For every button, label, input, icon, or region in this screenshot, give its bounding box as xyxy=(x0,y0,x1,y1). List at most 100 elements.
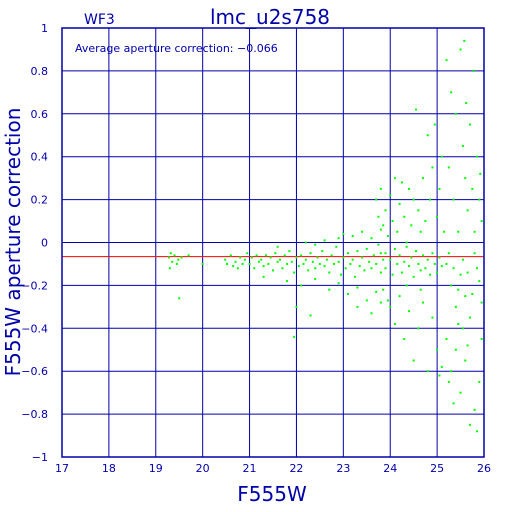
data-point xyxy=(426,134,429,137)
x-tick-label: 20 xyxy=(196,462,210,475)
data-point xyxy=(454,112,457,115)
data-point xyxy=(325,258,328,261)
x-tick-label: 26 xyxy=(477,462,491,475)
data-point xyxy=(447,252,450,255)
data-point xyxy=(426,370,429,373)
data-point xyxy=(438,187,441,190)
data-point xyxy=(276,245,279,248)
data-point xyxy=(243,258,246,261)
data-point xyxy=(471,187,474,190)
data-point xyxy=(393,247,396,250)
data-point xyxy=(241,262,244,265)
data-point xyxy=(463,39,466,42)
data-point xyxy=(250,256,253,259)
data-point xyxy=(314,277,317,280)
data-point xyxy=(246,252,249,255)
data-point xyxy=(480,220,483,223)
data-point xyxy=(429,273,432,276)
data-point xyxy=(167,256,170,259)
data-point xyxy=(370,267,373,270)
data-point xyxy=(419,269,422,272)
data-point xyxy=(452,198,455,201)
data-point xyxy=(361,256,364,259)
data-point xyxy=(429,198,432,201)
data-point xyxy=(475,155,478,158)
data-point xyxy=(391,220,394,223)
y-axis-label: F555W aperture correction xyxy=(1,108,25,377)
data-point xyxy=(473,408,476,411)
data-point xyxy=(436,271,439,274)
data-point xyxy=(398,202,401,205)
data-point xyxy=(422,254,425,257)
data-point xyxy=(466,344,469,347)
data-point xyxy=(405,241,408,244)
data-point xyxy=(405,284,408,287)
data-point xyxy=(302,262,305,265)
data-point xyxy=(431,316,434,319)
data-point xyxy=(351,235,354,238)
data-point xyxy=(468,423,471,426)
data-point xyxy=(466,271,469,274)
data-point xyxy=(461,327,464,330)
data-point xyxy=(175,262,178,265)
data-point xyxy=(382,224,385,227)
data-point xyxy=(405,245,408,248)
x-tick-label: 21 xyxy=(243,462,257,475)
data-point xyxy=(472,69,475,72)
data-point xyxy=(417,262,420,265)
data-point xyxy=(276,260,279,263)
data-point xyxy=(365,247,368,250)
data-point xyxy=(349,262,352,265)
data-point xyxy=(382,288,385,291)
data-point xyxy=(361,230,364,233)
data-point xyxy=(358,265,361,268)
data-point xyxy=(318,262,321,265)
data-point xyxy=(201,262,204,265)
data-point xyxy=(356,286,359,289)
x-tick-labels: 17 18 19 20 21 22 23 24 25 26 xyxy=(55,462,491,475)
data-point xyxy=(286,262,289,265)
data-point xyxy=(328,288,331,291)
data-point xyxy=(171,260,174,263)
data-point xyxy=(386,235,389,238)
data-point xyxy=(377,215,380,218)
data-point xyxy=(379,301,382,304)
x-tick-label: 19 xyxy=(149,462,163,475)
y-tick-label: −0.6 xyxy=(21,365,48,378)
data-point xyxy=(450,91,453,94)
data-point xyxy=(407,310,410,313)
data-point xyxy=(424,220,427,223)
y-tick-label: 1 xyxy=(41,22,48,35)
data-point xyxy=(304,241,307,244)
data-point xyxy=(337,237,340,240)
data-point xyxy=(347,252,350,255)
data-point xyxy=(311,260,314,263)
data-point xyxy=(264,254,267,257)
y-tick-label: −0.8 xyxy=(21,408,48,421)
data-point xyxy=(375,262,378,265)
data-point xyxy=(356,305,359,308)
data-point xyxy=(438,374,441,377)
data-point xyxy=(384,252,387,255)
data-point xyxy=(293,271,296,274)
data-point xyxy=(433,262,436,265)
data-point xyxy=(459,48,462,51)
data-point xyxy=(337,282,340,285)
data-point xyxy=(422,177,425,180)
data-point xyxy=(447,166,450,169)
data-point xyxy=(236,267,239,270)
data-point xyxy=(342,232,345,235)
data-point xyxy=(452,402,455,405)
data-point xyxy=(226,262,229,265)
chart-title: lmc_u2s758 xyxy=(210,5,330,29)
average-annotation: Average aperture correction: −0.066 xyxy=(75,42,278,55)
data-point xyxy=(379,228,382,231)
y-tick-label: 0.2 xyxy=(31,194,49,207)
data-point xyxy=(307,269,310,272)
data-point xyxy=(375,198,378,201)
y-tick-label: −1 xyxy=(32,451,48,464)
data-point xyxy=(461,144,464,147)
data-point xyxy=(309,314,312,317)
data-point xyxy=(232,265,235,268)
